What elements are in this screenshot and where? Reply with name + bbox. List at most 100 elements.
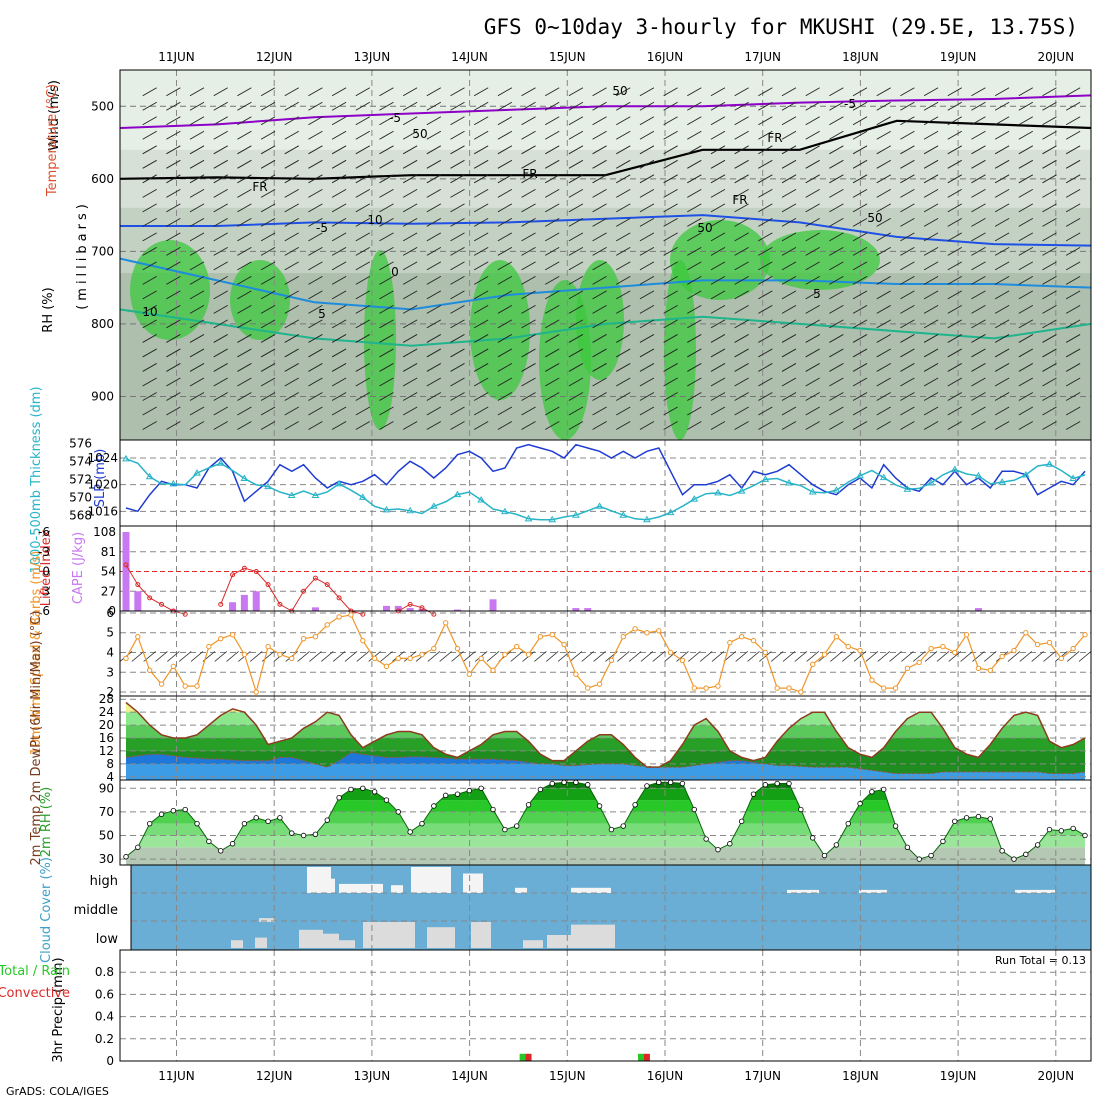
wind-barb [852,174,868,184]
thickness-marker [666,508,675,516]
wind-barb [616,101,631,111]
rh-marker [371,789,378,795]
wind-barb [616,145,631,155]
wind-barb [687,363,702,372]
thickness-marker [1045,460,1054,467]
wind-barb [142,392,157,401]
wind-barb [900,232,915,242]
wind-barb [592,261,607,271]
wind-barb [426,261,442,271]
wind-barb [1065,174,1081,184]
wind-barb [876,101,891,111]
wind-barb [592,246,607,256]
cape-bar [406,608,414,611]
wind-barb [710,363,726,372]
wind-barb [142,232,157,242]
wind-barb [450,87,465,97]
wind-speed-marker [158,681,165,687]
wind-barb [426,174,442,184]
wind-barb [805,348,820,358]
wind-barb [308,377,323,387]
wind-barb [426,421,442,430]
wind-barb [994,87,1010,97]
wind-barb [544,246,560,256]
y-tick-label: 600 [91,172,114,186]
wind-barb [284,421,299,430]
rh-marker [360,785,366,791]
wind-barb [237,290,252,300]
wind-barb [237,232,252,242]
wind-barb [639,101,655,111]
wind10m-label: 10m Wind Speed & Barbs (m/s) [29,551,44,756]
wind-barb [544,421,560,430]
wind-barb [568,246,584,256]
wind-barb [592,377,607,387]
wind-barb [805,421,820,430]
wind-barb [1018,217,1034,227]
wind-barb-10m [794,651,808,662]
wind-barb [947,87,962,97]
wind-barb [592,188,607,198]
wind-speed-marker [644,630,650,636]
rh-marker [300,832,307,839]
contour-label: FR [252,180,267,194]
rh-marker [750,791,757,797]
wind-barb [1018,116,1034,126]
wind-barb [616,276,631,285]
precip-label: 3hr Precip (mm) [51,957,66,1062]
wind-barb [994,276,1010,285]
wind-barb [947,116,962,126]
wind-barb [260,217,276,227]
wind-speed-marker [750,637,757,644]
wind-barb [852,130,868,140]
rh-moist-patch [130,240,210,340]
wind-barb [734,348,749,358]
cloud-bar [363,922,415,948]
wind-barb [971,174,986,184]
wind-barb [805,305,820,314]
rh-marker [383,797,390,803]
wind-barb [876,334,891,343]
wind-barb [616,334,631,343]
wind-barb [213,305,228,314]
contour-label: 0 [391,265,399,279]
thickness-marker [714,488,722,496]
wind-barb [639,145,655,155]
wind-barb [805,87,820,97]
wind-barb [923,406,939,416]
wind-barb [923,348,939,358]
wind-barb [734,217,749,227]
wind-barb [781,232,797,242]
wind-barb [687,159,702,169]
wind-barb [497,406,513,416]
thickness-marker [145,472,154,480]
rh-marker [881,786,887,793]
wind-barb [1018,130,1034,140]
wind-barb [1065,130,1081,140]
cape-bar [572,608,580,611]
wind-barb [308,246,323,256]
wind-barb [568,334,584,343]
wind-barb [687,406,702,416]
wind-barb [308,203,323,213]
wind-barb [473,377,489,387]
rh-marker [490,806,496,813]
wind-barb [284,145,299,155]
wind-barb [521,363,536,372]
wind-barb [805,290,820,300]
wind-speed-marker [383,663,390,670]
wind-barb [544,87,560,97]
rh-marker [502,826,508,833]
y-tick-label: 8 [106,757,114,771]
wind-barb [710,348,726,358]
x-tick-label-top: 12JUN [256,50,293,64]
wind-barb [284,334,299,343]
rh-marker [573,779,579,786]
wind-speed-marker [1046,639,1053,646]
wind-speed-marker [691,685,697,691]
thickness-marker [643,515,651,523]
wind-barb [308,232,323,242]
y-tick-label: 20 [99,718,114,732]
wind-barb [687,130,702,140]
wind-barb [994,159,1010,169]
